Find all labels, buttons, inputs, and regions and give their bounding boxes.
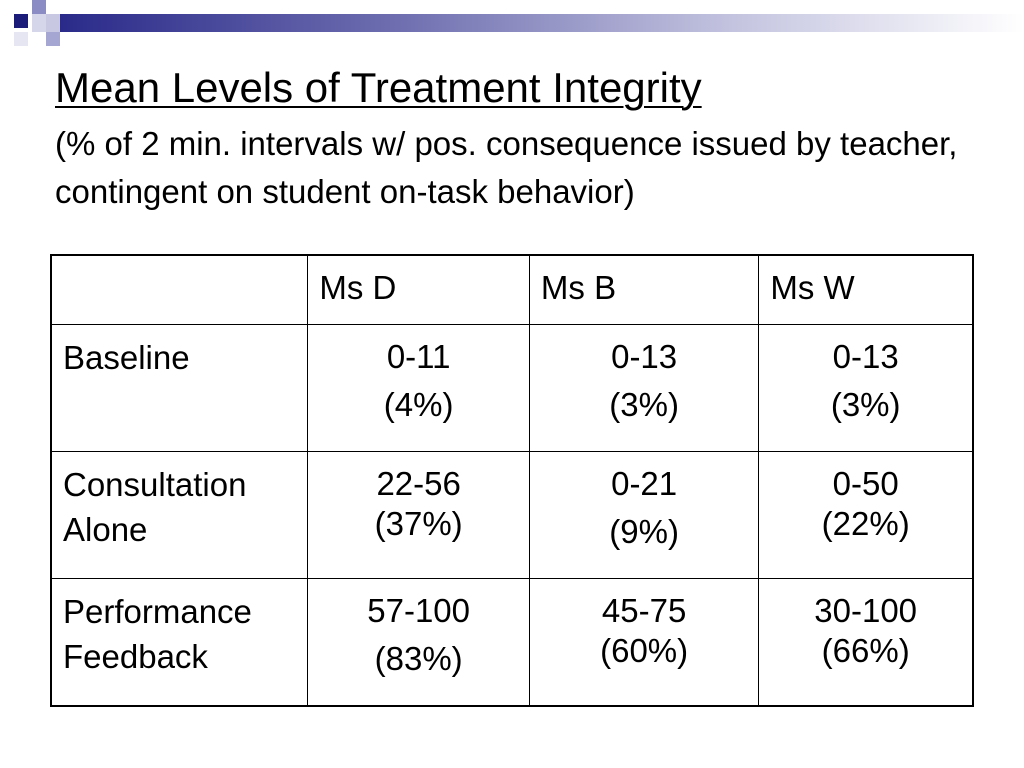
data-cell: 0-21 (9%) [528, 451, 760, 579]
range-value: 0-13 [832, 338, 899, 375]
percent-value: (66%) [821, 632, 910, 669]
percent-value: (4%) [383, 386, 454, 423]
row-label-line: Alone [63, 511, 148, 548]
decorative-square [32, 14, 46, 32]
header-gradient-bar [60, 14, 1024, 32]
decorative-square [32, 0, 46, 14]
percent-value: (3%) [830, 386, 901, 423]
integrity-table: Ms D Ms B Ms W Baseline 0-11 (4%) 0-13 (… [50, 254, 974, 707]
decorative-square [46, 14, 60, 32]
row-label-cell: Performance Feedback [50, 578, 309, 707]
data-cell: 0-13 (3%) [528, 324, 760, 452]
row-label: Baseline [63, 339, 190, 376]
header-label: Ms W [770, 269, 855, 306]
header-cell-empty [50, 254, 309, 325]
header-cell-ms-w: Ms W [758, 254, 974, 325]
decorative-square [14, 32, 28, 46]
decorative-square [14, 14, 28, 28]
header-label: Ms B [540, 269, 617, 306]
range-value: 30-100 [814, 592, 918, 629]
data-cell: 0-11 (4%) [307, 324, 530, 452]
data-cell: 0-50 (22%) [758, 451, 974, 579]
data-cell: 45-75 (60%) [528, 578, 760, 707]
table-row-consultation-alone: Consultation Alone 22-56 (37%) 0-21 (9%)… [50, 451, 974, 579]
range-value: 22-56 [376, 465, 461, 502]
percent-value: (3%) [609, 386, 679, 423]
percent-value: (22%) [821, 505, 910, 542]
data-cell: 22-56 (37%) [307, 451, 530, 579]
range-value: 0-11 [386, 338, 451, 375]
percent-value: (37%) [374, 505, 463, 542]
range-value: 0-13 [611, 338, 678, 375]
table-header-row: Ms D Ms B Ms W [50, 254, 974, 325]
percent-value: (83%) [374, 640, 463, 677]
row-label-line: Performance [63, 593, 252, 630]
slide-subtitle: (% of 2 min. intervals w/ pos. consequen… [55, 125, 958, 210]
row-label-line: Consultation [63, 466, 247, 503]
row-label-cell: Baseline [50, 324, 309, 452]
row-label-cell: Consultation Alone [50, 451, 309, 579]
range-value: 0-50 [832, 465, 899, 502]
range-value: 57-100 [367, 592, 471, 629]
table-row-performance-feedback: Performance Feedback 57-100 (83%) 45-75 … [50, 578, 974, 707]
header-label [52, 256, 307, 268]
decorative-square [46, 32, 60, 46]
data-cell: 0-13 (3%) [758, 324, 974, 452]
range-value: 45-75 [601, 592, 687, 629]
header-label: Ms D [319, 269, 397, 306]
range-value: 0-21 [611, 465, 678, 502]
percent-value: (60%) [600, 632, 689, 669]
row-label-line: Feedback [63, 638, 208, 675]
slide-title: Mean Levels of Treatment Integrity [55, 64, 702, 111]
percent-value: (9%) [609, 513, 679, 550]
data-cell: 57-100 (83%) [307, 578, 530, 707]
header-cell-ms-d: Ms D [307, 254, 530, 325]
table-row-baseline: Baseline 0-11 (4%) 0-13 (3%) 0-13 (3%) [50, 324, 974, 452]
data-cell: 30-100 (66%) [758, 578, 974, 707]
header-cell-ms-b: Ms B [528, 254, 760, 325]
